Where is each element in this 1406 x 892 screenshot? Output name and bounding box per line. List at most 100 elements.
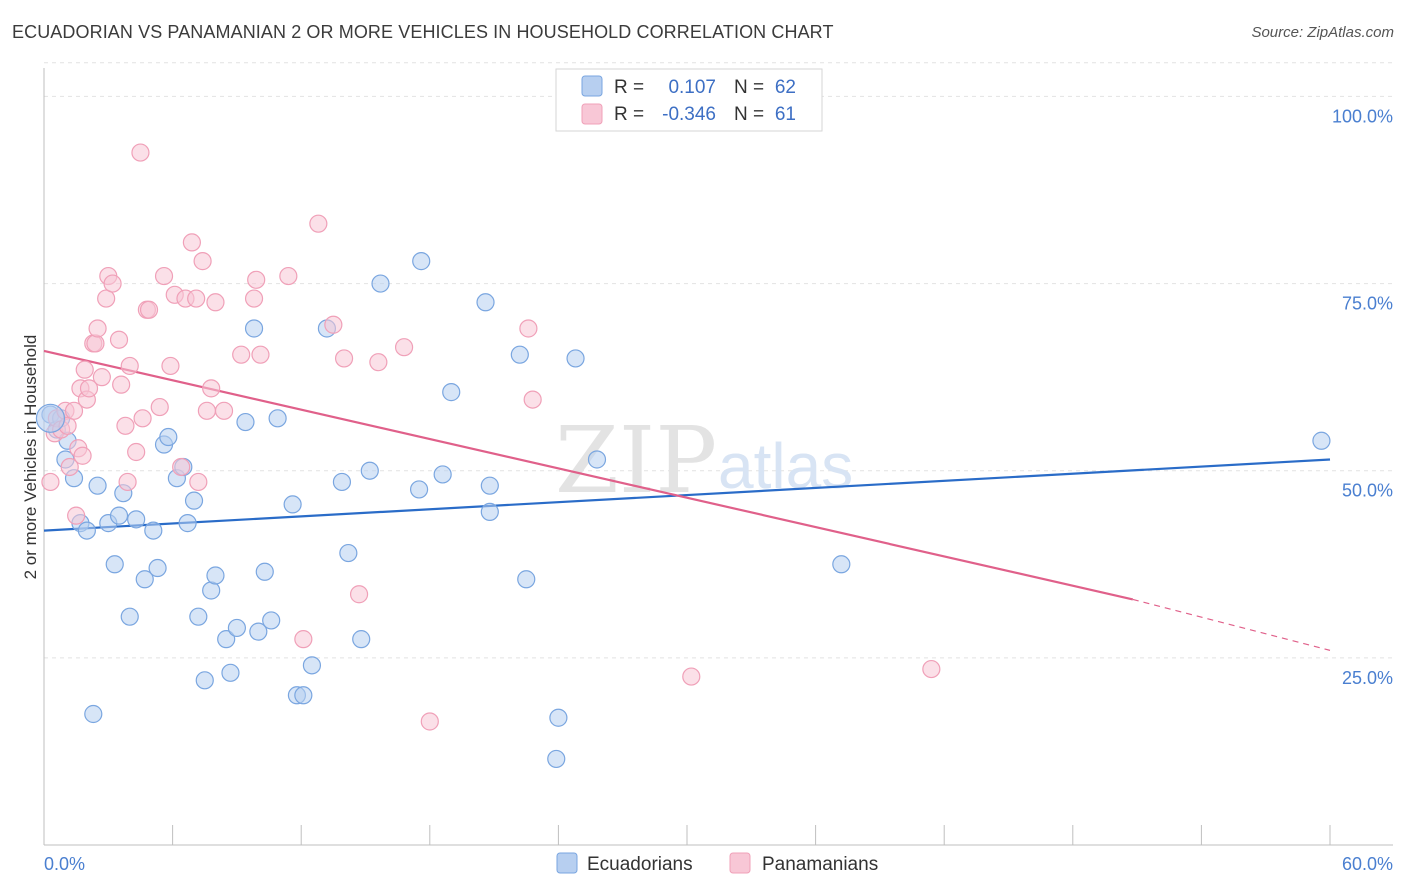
trend-line-panamanians <box>43 349 1134 601</box>
point-ecuadorian <box>332 472 352 492</box>
point-ecuadorian <box>236 412 255 432</box>
point-panamanian <box>86 334 105 353</box>
point-panamanian <box>682 667 701 686</box>
point-panamanian <box>251 345 270 364</box>
point-panamanian <box>97 289 116 308</box>
point-ecuadorian-large <box>35 403 66 433</box>
point-panamanian <box>79 379 99 398</box>
point-ecuadorian <box>433 465 452 484</box>
legend-n-label-2: N = <box>734 104 764 125</box>
point-panamanian <box>64 401 84 420</box>
point-panamanian <box>394 338 414 357</box>
legend-n-value-2: 61 <box>775 104 796 125</box>
point-panamanian <box>349 585 369 604</box>
point-panamanian <box>214 401 234 420</box>
point-ecuadorian <box>339 543 358 563</box>
point-panamanian <box>92 368 111 387</box>
source-label: Source: ZipAtlas.com <box>1251 24 1394 41</box>
point-ecuadorian <box>371 274 390 293</box>
x-tick-right: 60.0% <box>1342 854 1393 874</box>
point-panamanian <box>247 270 266 289</box>
point-panamanian <box>127 442 146 462</box>
point-ecuadorian <box>195 671 214 690</box>
x-tick-left: 0.0% <box>44 854 85 874</box>
point-panamanian <box>161 356 180 376</box>
point-panamanian <box>60 457 79 477</box>
point-panamanian <box>189 472 208 492</box>
point-ecuadorian <box>268 409 287 428</box>
point-panamanian <box>420 712 439 731</box>
point-panamanian <box>202 379 221 398</box>
series-swatch-ecuadorians <box>556 852 578 874</box>
data-points <box>35 143 1331 769</box>
watermark-zip: ZIP <box>555 407 717 514</box>
point-ecuadorian <box>127 510 146 529</box>
point-ecuadorian <box>249 622 268 641</box>
legend-r-label-1: R = <box>614 77 644 98</box>
point-ecuadorian <box>517 570 536 589</box>
point-panamanian <box>193 252 212 271</box>
point-panamanian <box>244 289 264 308</box>
point-ecuadorian <box>262 611 281 630</box>
point-panamanian <box>73 446 92 465</box>
y-axis-label: 2 or more Vehicles in Household <box>21 335 40 580</box>
trend-line-ecuadorians <box>43 458 1331 532</box>
point-panamanian <box>182 233 201 252</box>
point-ecuadorian <box>442 383 461 402</box>
series-label-panamanians: Panamanians <box>762 854 878 875</box>
point-ecuadorian <box>105 555 124 574</box>
point-ecuadorian <box>255 562 274 581</box>
point-ecuadorian <box>480 502 499 521</box>
point-ecuadorian <box>510 345 529 364</box>
legend-r-value-2: -0.346 <box>662 104 716 125</box>
axes <box>43 68 1393 846</box>
point-panamanian <box>309 214 328 233</box>
point-panamanian <box>112 375 131 394</box>
point-panamanian <box>197 401 216 420</box>
watermark: ZIP atlas <box>555 407 853 514</box>
point-panamanian <box>206 293 225 312</box>
point-ecuadorian <box>135 570 154 589</box>
point-panamanian <box>131 143 150 162</box>
point-panamanian <box>67 506 86 525</box>
series-legend: Ecuadorians Panamanians <box>556 852 878 875</box>
series-swatch-panamanians <box>729 852 751 874</box>
point-panamanian <box>41 472 60 492</box>
point-ecuadorian <box>352 630 371 649</box>
point-ecuadorian <box>283 495 302 514</box>
point-panamanian <box>154 266 174 286</box>
point-ecuadorian <box>302 656 322 675</box>
point-ecuadorian <box>148 558 167 578</box>
point-panamanian <box>133 409 152 428</box>
point-ecuadorian <box>409 480 429 499</box>
point-ecuadorian <box>184 491 204 510</box>
point-panamanian <box>369 353 388 372</box>
y-tick-label: 100.0% <box>1332 106 1393 126</box>
point-ecuadorian <box>294 686 313 705</box>
point-ecuadorian <box>77 521 96 540</box>
point-panamanian <box>232 345 251 364</box>
point-ecuadorian <box>244 319 264 338</box>
point-ecuadorian <box>221 663 240 682</box>
point-panamanian <box>519 319 538 338</box>
series-label-ecuadorians: Ecuadorians <box>587 854 693 875</box>
point-ecuadorian <box>159 427 178 447</box>
point-panamanian <box>88 319 107 338</box>
point-ecuadorian <box>178 514 197 533</box>
point-ecuadorian <box>566 349 585 368</box>
y-tick-label: 25.0% <box>1342 668 1393 688</box>
point-panamanian <box>116 416 135 435</box>
point-panamanian <box>279 266 298 286</box>
point-ecuadorian <box>88 476 107 495</box>
point-ecuadorian <box>109 506 129 525</box>
legend-n-value-1: 62 <box>775 77 796 98</box>
point-ecuadorian <box>206 566 225 585</box>
point-panamanian <box>523 390 542 409</box>
point-panamanian <box>922 659 941 679</box>
point-panamanian <box>75 360 94 379</box>
point-ecuadorian <box>832 555 851 574</box>
legend-swatch-panamanians <box>581 103 603 125</box>
point-panamanian <box>172 457 191 477</box>
y-tick-label: 50.0% <box>1342 481 1393 501</box>
point-ecuadorian <box>217 630 236 649</box>
